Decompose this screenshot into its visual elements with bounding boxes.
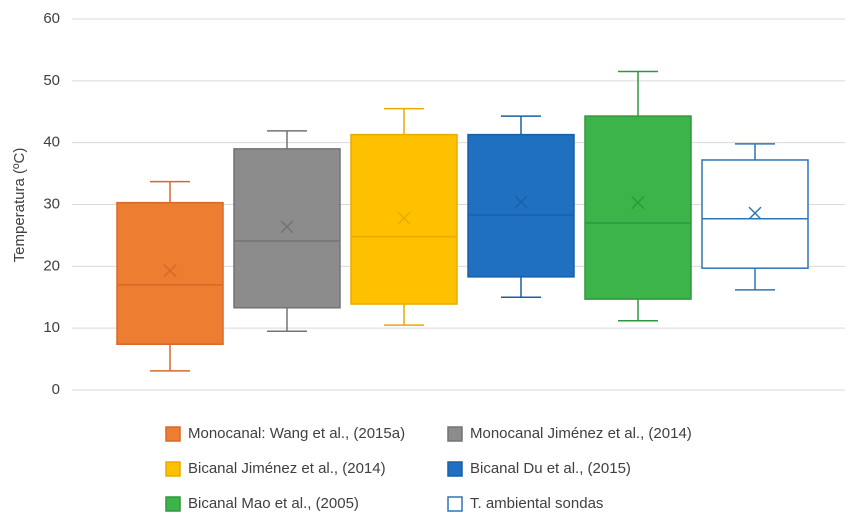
- box: [350, 133, 458, 305]
- y-tick-label: 10: [43, 319, 60, 336]
- legend-label: T. ambiental sondas: [470, 495, 603, 512]
- mean-marker: [514, 195, 528, 209]
- legend-swatch: [165, 496, 181, 512]
- mean-marker: [748, 206, 762, 220]
- y-tick-label: 50: [43, 72, 60, 89]
- box: [233, 148, 341, 309]
- legend-swatch: [165, 426, 181, 442]
- legend-label: Bicanal Mao et al., (2005): [188, 495, 359, 512]
- mean-marker: [397, 211, 411, 225]
- box: [467, 133, 575, 278]
- legend-label: Bicanal Jiménez et al., (2014): [188, 460, 386, 477]
- legend-swatch: [447, 496, 463, 512]
- y-tick-label: 60: [43, 10, 60, 27]
- y-tick-label: 0: [52, 381, 60, 398]
- mean-marker: [163, 264, 177, 278]
- mean-marker: [280, 220, 294, 234]
- y-tick-label: 40: [43, 134, 60, 151]
- y-tick-label: 20: [43, 257, 60, 274]
- legend-swatch: [447, 461, 463, 477]
- legend-swatch: [165, 461, 181, 477]
- box: [584, 115, 692, 300]
- legend-label: Bicanal Du et al., (2015): [470, 460, 631, 477]
- legend-swatch: [447, 426, 463, 442]
- legend-label: Monocanal: Wang et al., (2015a): [188, 425, 405, 442]
- y-tick-label: 30: [43, 195, 60, 212]
- y-axis-label: Temperatura (ºC): [11, 148, 28, 263]
- mean-marker: [631, 196, 645, 210]
- box: [116, 201, 224, 345]
- legend-label: Monocanal Jiménez et al., (2014): [470, 425, 692, 442]
